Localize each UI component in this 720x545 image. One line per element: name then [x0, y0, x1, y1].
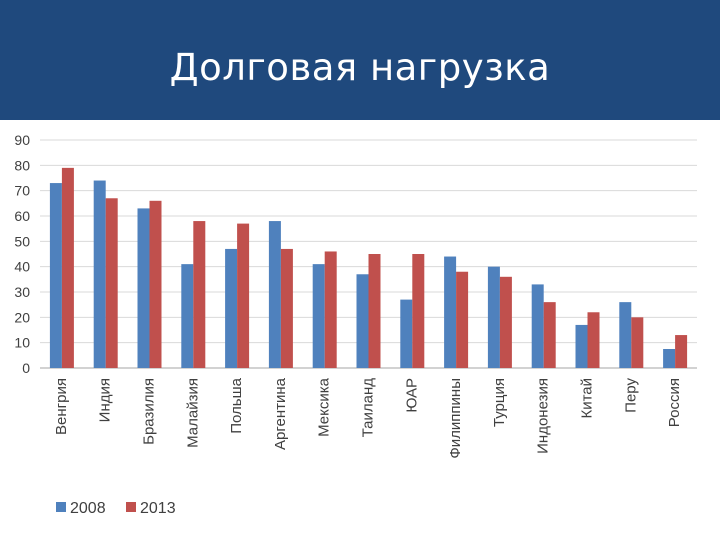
y-tick-label: 10: [14, 335, 30, 351]
x-tick-label: Индонезия: [535, 378, 552, 454]
x-tick-label: Таиланд: [359, 378, 376, 438]
bar-2013-10: [456, 271, 469, 368]
x-tick-label: Аргентина: [272, 377, 289, 450]
legend-label-2008: 2008: [70, 500, 106, 517]
x-tick-label: ЮАР: [403, 378, 420, 413]
bar-2013-12: [543, 302, 556, 368]
y-tick-label: 70: [14, 183, 30, 199]
bar-chart: 0 10 20 30 40 50 60 70 80 90 Венгрия Индия Бразилия М…: [0, 120, 720, 540]
bar-2008-3: [137, 208, 150, 368]
x-tick-label: Малайзия: [184, 378, 201, 448]
bar-2013-9: [412, 254, 425, 368]
bar-2008-1: [49, 183, 62, 368]
y-tick-label: 30: [14, 284, 30, 300]
bar-2013-14: [631, 317, 644, 368]
bar-2008-10: [444, 256, 457, 368]
y-tick-label: 0: [22, 360, 30, 376]
legend-swatch-2013: [126, 502, 136, 512]
legend-swatch-2008: [56, 502, 66, 512]
bar-2013-2: [105, 198, 118, 368]
x-tick-label: Китай: [578, 378, 595, 419]
x-tick-label: Перу: [622, 378, 639, 413]
bar-2013-5: [237, 223, 250, 368]
bar-2008-14: [619, 302, 632, 368]
y-tick-label: 80: [14, 157, 30, 173]
bar-2013-11: [499, 276, 512, 368]
x-tick-label: Индия: [97, 378, 114, 422]
bar-2013-7: [324, 251, 337, 368]
bar-2008-7: [312, 264, 325, 368]
x-tick-label: Бразилия: [140, 378, 157, 445]
bar-2013-4: [193, 221, 206, 368]
slide-header: Долговая нагрузка: [0, 0, 720, 120]
y-tick-label: 40: [14, 259, 30, 275]
y-tick-label: 50: [14, 233, 30, 249]
bar-2013-15: [675, 335, 688, 368]
y-tick-label: 60: [14, 208, 30, 224]
bar-2013-1: [61, 167, 74, 368]
y-tick-label: 20: [14, 309, 30, 325]
bar-2008-11: [487, 266, 500, 368]
bar-2008-2: [93, 180, 106, 368]
bar-2008-6: [268, 221, 281, 368]
bar-2008-9: [400, 299, 413, 368]
bar-2013-13: [587, 312, 600, 368]
slide-title: Долговая нагрузка: [169, 46, 551, 89]
bar-2008-4: [181, 264, 194, 368]
bar-2008-8: [356, 274, 369, 368]
bar-2013-3: [149, 200, 162, 368]
x-tick-label: Мексика: [316, 377, 333, 437]
chart-svg: 0 10 20 30 40 50 60 70 80 90 Венгрия Индия Бразилия М…: [14, 132, 697, 517]
x-tick-label: Венгрия: [53, 378, 70, 435]
x-tick-label: Турция: [491, 378, 508, 427]
bar-2013-8: [368, 254, 381, 368]
legend-label-2013: 2013: [140, 500, 176, 517]
x-tick-label: Польша: [228, 377, 245, 433]
x-tick-label: Россия: [666, 378, 683, 427]
bar-2013-6: [280, 248, 293, 368]
bar-2008-12: [531, 284, 544, 368]
y-tick-label: 90: [14, 132, 30, 148]
bar-2008-15: [663, 349, 676, 368]
bar-2008-13: [575, 324, 588, 368]
bar-2008-5: [225, 248, 238, 368]
x-tick-label: Филиппины: [447, 378, 464, 459]
